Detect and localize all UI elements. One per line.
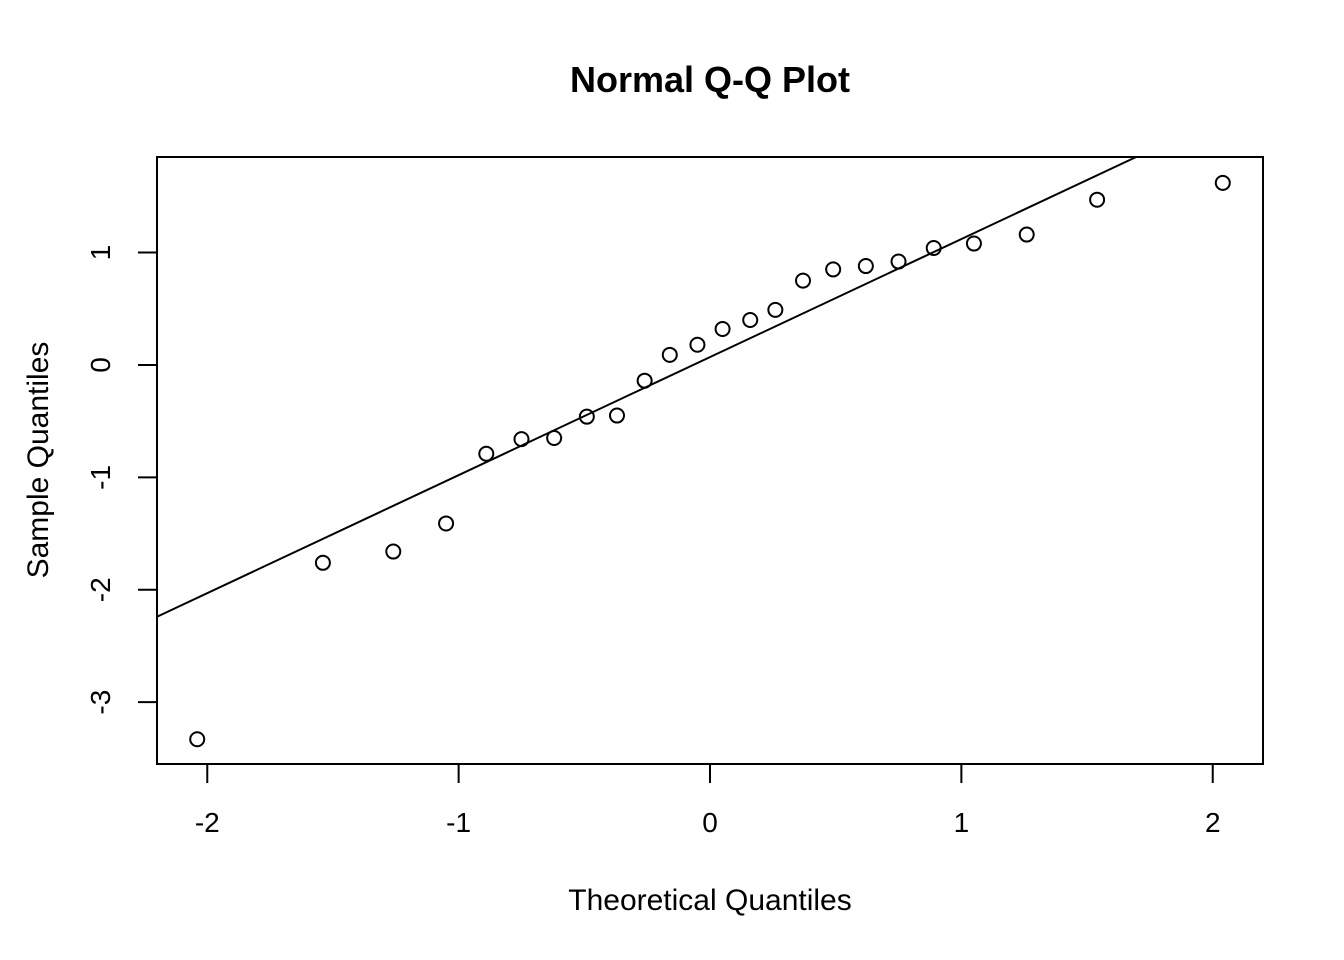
y-tick-label: -3 [85,690,116,715]
data-point [189,731,206,748]
y-tick-label: -2 [85,577,116,602]
data-point [825,261,842,278]
x-tick-label: 2 [1205,807,1221,838]
data-point [546,430,563,447]
y-tick-label: 1 [85,245,116,261]
data-point [742,311,759,328]
y-tick-label: 0 [85,357,116,373]
data-point [925,240,942,257]
data-point [767,301,784,318]
x-tick-label: 1 [954,807,970,838]
data-point [478,445,495,462]
data-point [1018,226,1035,243]
x-tick-label: -2 [195,807,220,838]
data-points [189,174,1231,748]
x-axis: -2 -1 0 1 2 [195,764,1221,838]
data-point [714,320,731,337]
data-point [890,253,907,270]
data-point [314,554,331,571]
y-axis-label: Sample Quantiles [22,342,55,579]
data-point [965,235,982,252]
x-tick-label: -1 [446,807,471,838]
data-point [795,272,812,289]
data-point [1214,174,1231,191]
data-point [608,407,625,424]
data-point [578,408,595,425]
data-point [513,431,530,448]
y-tick-label: -1 [85,465,116,490]
data-point [1089,191,1106,208]
data-point [689,336,706,353]
x-axis-label: Theoretical Quantiles [568,884,851,917]
y-axis: -3 -2 -1 0 1 [85,245,157,715]
x-tick-label: 0 [702,807,718,838]
data-point [438,515,455,532]
data-point [661,346,678,363]
data-point [385,543,402,560]
data-point [857,258,874,275]
chart-title: Normal Q-Q Plot [570,59,850,100]
data-point [636,372,653,389]
plot-frame [156,156,1264,765]
